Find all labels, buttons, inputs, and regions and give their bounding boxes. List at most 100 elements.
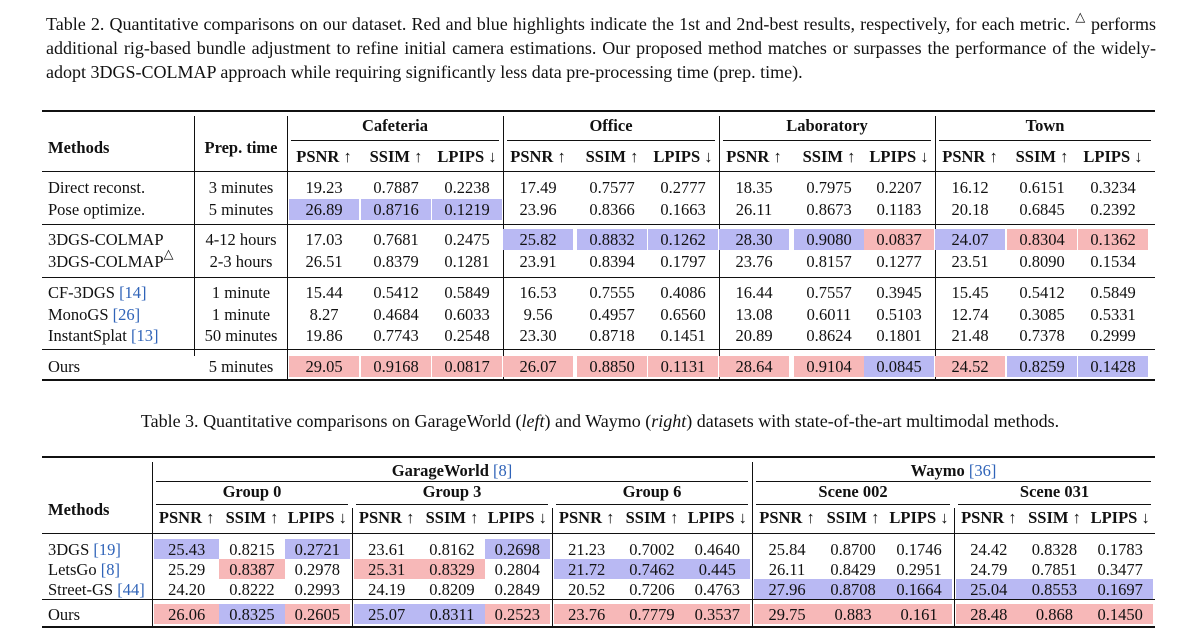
table3-value-cell: 0.7779 bbox=[629, 605, 675, 624]
table2-group-header: Town bbox=[1025, 116, 1065, 135]
table3-value-cell: 0.1450 bbox=[1097, 605, 1143, 624]
table2-highlight bbox=[577, 356, 647, 377]
table3-value-cell: 25.29 bbox=[168, 560, 206, 579]
table3-value-cell: 0.7462 bbox=[629, 560, 675, 579]
table3-value-cell: 0.8222 bbox=[229, 580, 275, 599]
table2-value-cell: 0.0845 bbox=[876, 357, 922, 376]
table3-value-cell: 0.8387 bbox=[229, 560, 275, 579]
citation-link[interactable]: [36] bbox=[968, 461, 997, 480]
table2-value-cell: 0.1219 bbox=[444, 200, 490, 219]
table2-value-cell: 0.5849 bbox=[444, 283, 490, 302]
table2-value-cell: 0.8673 bbox=[806, 200, 852, 219]
table3-value-cell: 24.20 bbox=[168, 580, 206, 599]
table2-value-cell: 0.5331 bbox=[1090, 305, 1136, 324]
table2-highlight bbox=[864, 229, 934, 250]
table2-highlight bbox=[361, 199, 431, 220]
table2-value-cell: 26.89 bbox=[305, 200, 343, 219]
citation-link[interactable]: [44] bbox=[117, 580, 145, 599]
table2-value-cell: 20.89 bbox=[735, 326, 773, 345]
table2-highlight bbox=[1078, 356, 1148, 377]
table2-value-cell: 18.35 bbox=[735, 178, 773, 197]
table2-value-cell: 15.44 bbox=[305, 283, 343, 302]
table2-value-cell: 16.12 bbox=[951, 178, 989, 197]
table3-dataset-garage: GarageWorld [8] bbox=[391, 461, 513, 480]
table3-vline bbox=[954, 508, 955, 626]
table2-method-cell: Direct reconst. bbox=[48, 178, 146, 197]
table2-prep-cell: 50 minutes bbox=[204, 326, 278, 345]
table3-highlight bbox=[554, 559, 620, 579]
table2-prep-cell: 4-12 hours bbox=[205, 230, 277, 249]
table3-caption: Table 3. Quantitative comparisons on Gar… bbox=[0, 409, 1200, 433]
table2-value-cell: 0.2777 bbox=[660, 178, 706, 197]
table3-value-cell: 23.76 bbox=[568, 605, 606, 624]
table2-value-cell: 0.2207 bbox=[876, 178, 922, 197]
table2-value-cell: 0.5412 bbox=[1019, 283, 1065, 302]
table3-highlight bbox=[754, 604, 820, 624]
table2-method-cell: MonoGS [26] bbox=[48, 305, 141, 324]
table2-cmidrule bbox=[723, 140, 931, 141]
table2-highlight bbox=[577, 229, 647, 250]
table2-highlight bbox=[289, 199, 359, 220]
table2-value-cell: 0.4957 bbox=[589, 305, 635, 324]
table3-value-cell: 0.2804 bbox=[494, 560, 540, 579]
table3-cmidrule bbox=[756, 481, 1151, 482]
citation-link[interactable]: [8] bbox=[493, 461, 513, 480]
citation-link[interactable]: [19] bbox=[93, 540, 121, 559]
table2-prep-cell: 5 minutes bbox=[208, 200, 274, 219]
table3-cmidrule bbox=[556, 504, 748, 505]
table2-caption-part1: Quantitative comparisons on our dataset.… bbox=[109, 14, 1071, 34]
table3-value-cell: 25.31 bbox=[368, 560, 406, 579]
table3-highlight bbox=[886, 579, 952, 599]
table2-metric-header: LPIPS ↓ bbox=[869, 147, 929, 166]
table3-value-cell: 0.1664 bbox=[896, 580, 942, 599]
table3-methods-header: Methods bbox=[48, 500, 110, 519]
table3-group-header: Scene 002 bbox=[818, 482, 888, 501]
table2-value-cell: 24.07 bbox=[951, 230, 989, 249]
table3-value-cell: 0.445 bbox=[698, 560, 736, 579]
citation-link[interactable]: [13] bbox=[130, 326, 159, 345]
table2-cmidrule bbox=[939, 140, 1151, 141]
table2-value-cell: 0.2999 bbox=[1090, 326, 1136, 345]
table3-value-cell: 0.161 bbox=[900, 605, 938, 624]
table2-value-cell: 28.30 bbox=[735, 230, 773, 249]
table2-vline bbox=[287, 116, 288, 379]
table3-highlight bbox=[554, 604, 620, 624]
table3-value-cell: 25.07 bbox=[368, 605, 406, 624]
table3-value-cell: 0.7206 bbox=[629, 580, 675, 599]
table3-value-cell: 25.04 bbox=[970, 580, 1008, 599]
table3-highlight bbox=[820, 579, 886, 599]
table2-value-cell: 0.8832 bbox=[589, 230, 635, 249]
table3-cmidrule bbox=[356, 504, 548, 505]
table2-value-cell: 8.27 bbox=[309, 305, 339, 324]
table2-value-cell: 0.2475 bbox=[444, 230, 490, 249]
table3-value-cell: 0.2721 bbox=[294, 540, 340, 559]
table2-value-cell: 24.52 bbox=[951, 357, 989, 376]
citation-link[interactable]: [8] bbox=[100, 560, 120, 579]
citation-link[interactable]: [14] bbox=[119, 283, 147, 302]
table3-highlight bbox=[419, 604, 485, 624]
table3-metric-header: SSIM ↑ bbox=[225, 508, 279, 527]
table3-value-cell: 0.4640 bbox=[694, 540, 740, 559]
table2-method-cell: 3DGS-COLMAP△ bbox=[48, 246, 174, 271]
table3-value-cell: 24.79 bbox=[970, 560, 1008, 579]
table3-highlight bbox=[484, 539, 550, 559]
table3-metric-header: SSIM ↑ bbox=[425, 508, 479, 527]
table3-value-cell: 0.8209 bbox=[429, 580, 475, 599]
table2-metric-header: PSNR ↑ bbox=[726, 147, 782, 166]
table3-value-cell: 0.2605 bbox=[294, 605, 340, 624]
table2-highlight bbox=[289, 356, 359, 377]
table3-highlight bbox=[619, 559, 685, 579]
table3-top-rule bbox=[42, 456, 1155, 458]
table2-value-cell: 0.6151 bbox=[1019, 178, 1065, 197]
table3-cmidrule bbox=[156, 504, 348, 505]
table2-value-cell: 0.2392 bbox=[1090, 200, 1136, 219]
table2-highlight bbox=[794, 356, 864, 377]
table2-method-cell: Ours bbox=[48, 357, 81, 376]
table3-value-cell: 0.7002 bbox=[629, 540, 675, 559]
citation-link[interactable]: [26] bbox=[112, 305, 141, 324]
table2-value-cell: 0.6011 bbox=[806, 305, 852, 324]
table3-header-rule bbox=[42, 533, 1155, 534]
table3-highlight bbox=[219, 604, 285, 624]
table2-value-cell: 0.8259 bbox=[1019, 357, 1065, 376]
table2-method-cell: 3DGS-COLMAP bbox=[48, 230, 164, 249]
